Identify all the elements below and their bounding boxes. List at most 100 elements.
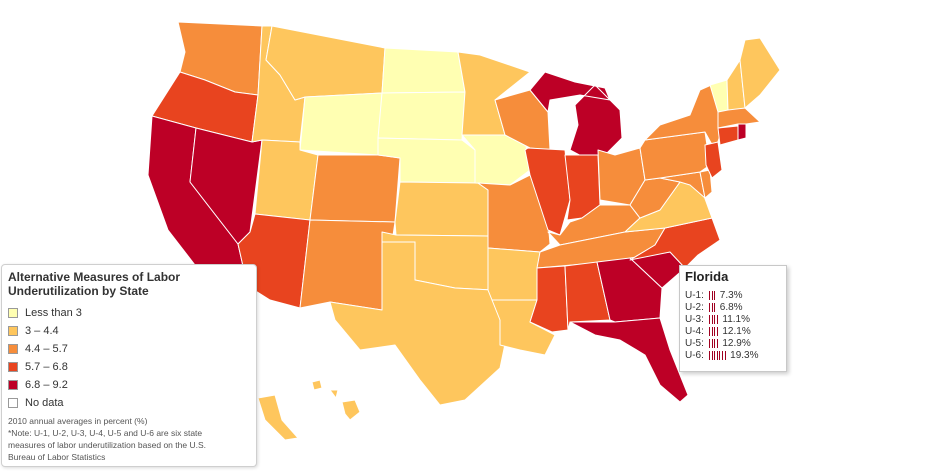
state-me[interactable] — [739, 37, 781, 109]
tooltip-bar-tick — [714, 350, 716, 360]
tooltip-row-value: 11.1% — [722, 313, 750, 325]
state-mo[interactable] — [477, 174, 551, 253]
legend-swatch — [8, 308, 18, 318]
legend-item[interactable]: 6.8 – 9.2 — [8, 376, 250, 394]
state-ri[interactable] — [737, 123, 747, 141]
tooltip-bar-tick — [711, 302, 713, 312]
legend-item[interactable]: No data — [8, 394, 250, 412]
legend-swatch — [8, 398, 18, 408]
tooltip-bar-tick — [719, 350, 721, 360]
tooltip-bar-tick — [711, 290, 713, 300]
tooltip-row-value: 12.1% — [722, 325, 751, 337]
legend-item[interactable]: 3 – 4.4 — [8, 322, 250, 340]
tooltip-bar-tick — [709, 350, 710, 360]
legend-swatch — [8, 326, 18, 336]
tooltip-bar-tick — [716, 338, 718, 348]
state-hi[interactable] — [311, 379, 361, 421]
state-nd[interactable] — [381, 47, 466, 94]
tooltip-bar-tick — [709, 326, 710, 336]
state-tooltip: Florida U-1: 7.3% U-2: 6.8% U-3: 11.1% U… — [679, 265, 787, 372]
tooltip-row-value: 7.3% — [719, 289, 743, 301]
legend-swatch — [8, 362, 18, 372]
tooltip-row-bars — [709, 314, 719, 324]
tooltip-row: U-6: 19.3% — [685, 349, 781, 361]
tooltip-bar-tick — [709, 314, 710, 324]
tooltip-bar-tick — [709, 290, 710, 300]
legend-label: 5.7 – 6.8 — [25, 361, 68, 373]
legend-label: 3 – 4.4 — [25, 325, 59, 337]
tooltip-row: U-4: 12.1% — [685, 325, 781, 337]
tooltip-bar-tick — [721, 350, 723, 360]
legend-label: No data — [25, 397, 64, 409]
state-ks[interactable] — [394, 181, 489, 237]
tooltip-bar-tick — [716, 350, 718, 360]
legend-note-line: *Note: U-1, U-2, U-3, U-4, U-5 and U-6 a… — [8, 428, 203, 438]
tooltip-bar-tick — [711, 326, 713, 336]
tooltip-row: U-3: 11.1% — [685, 313, 781, 325]
state-nc[interactable] — [629, 217, 721, 269]
legend-label: 4.4 – 5.7 — [25, 343, 68, 355]
legend-item[interactable]: 5.7 – 6.8 — [8, 358, 250, 376]
legend-item[interactable]: Less than 3 — [8, 304, 250, 322]
tooltip-row-label: U-3: — [685, 313, 704, 325]
tooltip-row-bars — [709, 302, 717, 312]
legend-panel: Alternative Measures of Labor Underutili… — [1, 264, 257, 467]
tooltip-bar-tick — [714, 326, 716, 336]
state-co[interactable] — [309, 154, 401, 223]
legend-title-line2: Underutilization by State — [8, 284, 149, 298]
legend-swatch — [8, 344, 18, 354]
legend-title: Alternative Measures of Labor Underutili… — [8, 270, 250, 298]
legend-note-line: Bureau of Labor Statistics — [8, 452, 106, 462]
state-al[interactable] — [564, 261, 611, 331]
tooltip-bar-tick — [709, 302, 710, 312]
legend-label: Less than 3 — [25, 307, 82, 319]
legend-note-line: measures of labor underutilization based… — [8, 440, 206, 450]
tooltip-row-bars — [709, 326, 719, 336]
tooltip-bar-tick — [709, 338, 710, 348]
tooltip-row-bars — [709, 338, 719, 348]
tooltip-row-label: U-2: — [685, 301, 704, 313]
state-fl[interactable] — [569, 317, 689, 403]
tooltip-bar-tick — [714, 314, 716, 324]
tooltip-bar-tick — [714, 338, 716, 348]
tooltip-row-label: U-5: — [685, 337, 704, 349]
tooltip-row: U-5: 12.9% — [685, 337, 781, 349]
legend-note-line: 2010 annual averages in percent (%) — [8, 416, 148, 426]
legend-label: 6.8 – 9.2 — [25, 379, 68, 391]
tooltip-row-bars — [709, 290, 717, 300]
tooltip-bar-tick — [716, 314, 718, 324]
legend-swatch — [8, 380, 18, 390]
tooltip-state-name: Florida — [685, 269, 729, 284]
legend-title-line1: Alternative Measures of Labor — [8, 270, 181, 284]
legend-item[interactable]: 4.4 – 5.7 — [8, 340, 250, 358]
state-ar[interactable] — [487, 247, 541, 301]
tooltip-row-value: 19.3% — [730, 349, 759, 361]
tooltip-row-value: 6.8% — [719, 301, 743, 313]
state-nm[interactable] — [299, 219, 396, 311]
tooltip-row-label: U-4: — [685, 325, 704, 337]
tooltip-row-label: U-1: — [685, 289, 704, 301]
state-sd[interactable] — [377, 91, 466, 141]
state-ct[interactable] — [717, 125, 739, 146]
state-wy[interactable] — [299, 92, 383, 156]
state-de[interactable] — [699, 169, 713, 199]
tooltip-bar-tick — [711, 338, 713, 348]
state-ut[interactable] — [254, 139, 319, 221]
tooltip-bar-tick — [714, 302, 716, 312]
tooltip-row-label: U-6: — [685, 349, 704, 361]
state-ak[interactable] — [257, 394, 299, 441]
state-nj[interactable] — [704, 141, 723, 179]
tooltip-bar-tick — [711, 314, 713, 324]
tooltip-bar-tick — [714, 290, 716, 300]
legend-note: 2010 annual averages in percent (%) *Not… — [8, 415, 250, 463]
tooltip-row: U-2: 6.8% — [685, 301, 781, 313]
tooltip-row-bars — [709, 350, 727, 360]
tooltip-row-value: 12.9% — [722, 337, 751, 349]
tooltip-bar-tick — [711, 350, 713, 360]
tooltip-row: U-1: 7.3% — [685, 289, 781, 301]
tooltip-bar-tick — [724, 350, 726, 360]
state-ny[interactable] — [644, 81, 723, 151]
state-tx[interactable] — [329, 241, 511, 406]
tooltip-bar-tick — [716, 326, 718, 336]
